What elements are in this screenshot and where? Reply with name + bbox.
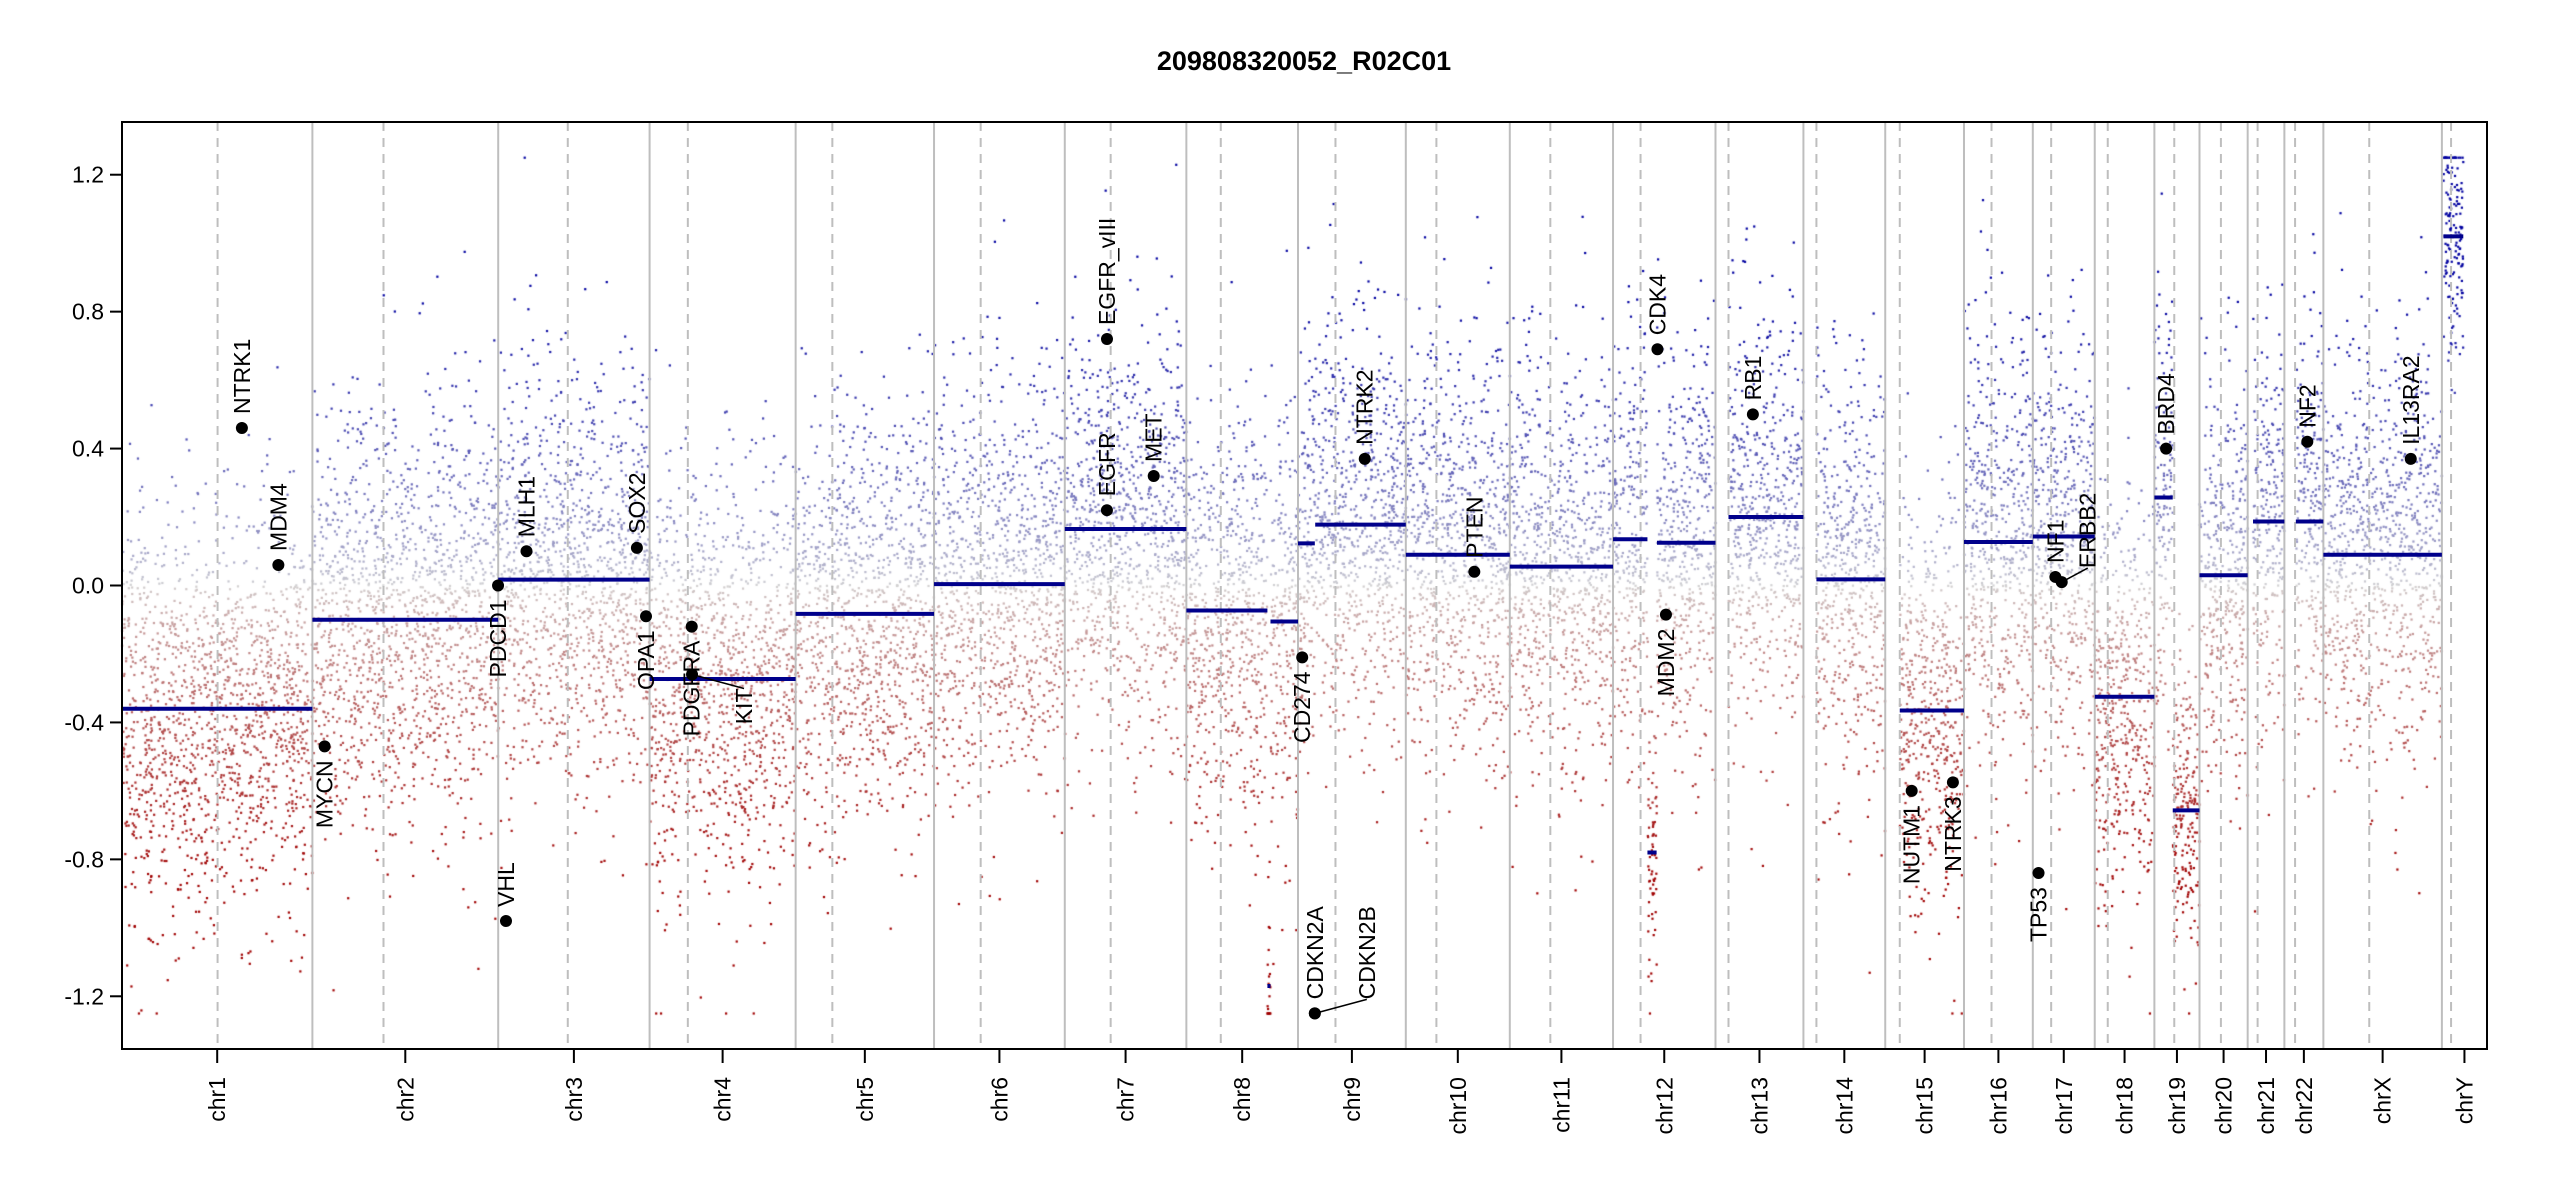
gene-label: NTRK1 [229, 339, 255, 414]
x-tick-label: chr13 [1746, 1077, 1772, 1135]
gene-label: SOX2 [624, 472, 650, 533]
gene-point [1100, 333, 1113, 346]
gene-point [1659, 608, 1672, 621]
x-tick-label: chr10 [1445, 1077, 1471, 1135]
segments [122, 234, 2464, 989]
x-tick-label: chrY [2451, 1077, 2477, 1124]
gene-label: IL13RA2 [2398, 355, 2424, 445]
x-tick-label: chr18 [2112, 1077, 2138, 1135]
x-tick-label: chr4 [710, 1077, 736, 1122]
gene-label: MYCN [312, 760, 338, 828]
gene-point [630, 541, 643, 554]
gene-label: NUTM1 [1899, 805, 1925, 884]
gene-label: EGFR [1094, 432, 1120, 496]
y-tick-label: 1.2 [72, 162, 104, 188]
y-tick-label: 0.4 [72, 436, 104, 462]
x-tick-label: chr21 [2253, 1077, 2279, 1135]
gene-point [272, 558, 285, 571]
gene-label: CDKN2A [1302, 905, 1328, 999]
y-tick-label: -1.2 [64, 983, 104, 1009]
gene-point [1651, 343, 1664, 356]
gene-label: PDCD1 [485, 600, 511, 678]
x-tick-label: chr12 [1651, 1077, 1677, 1135]
x-tick-label: chr1 [204, 1077, 230, 1122]
gene-label: EGFR_vIII [1094, 218, 1120, 325]
gene-label: RB1 [1740, 356, 1766, 401]
gene-label: MDM4 [265, 483, 291, 551]
gene-label: MLH1 [513, 476, 539, 537]
gene-point [640, 610, 653, 623]
gene-point [1147, 469, 1160, 482]
gene-label-leader [2061, 567, 2089, 583]
gene-point [1946, 776, 1959, 789]
axes: 1.2 0.8 0.4 0.0 -0.4 -0.8 -1.2 chr1 chr2 chr3 chr4… [64, 121, 2488, 1135]
gene-point [318, 740, 331, 753]
x-tick-label: chr2 [392, 1077, 418, 1122]
x-tick-label: chr16 [1985, 1077, 2011, 1135]
gene-point [520, 545, 533, 558]
x-tick-label: chr19 [2164, 1077, 2190, 1135]
gene-point [499, 914, 512, 927]
x-tick-label: chr7 [1113, 1077, 1139, 1122]
gene-label: ERBB2 [2075, 493, 2101, 568]
gene-point [1358, 452, 1371, 465]
y-tick-label: -0.8 [64, 846, 104, 872]
gene-point [2160, 442, 2173, 455]
x-tick-label: chr20 [2211, 1077, 2237, 1135]
gene-label: CDK4 [1644, 274, 1670, 336]
chromosome-grid [216, 122, 2453, 1049]
gene-label: VHL [493, 862, 519, 907]
x-tick-label: chr15 [1912, 1077, 1938, 1135]
gene-point [1905, 784, 1918, 797]
gene-label: CD274 [1289, 671, 1315, 743]
gene-markers: NTRK1 MDM4 MYCN PDCD1 VHL MLH1 SOX2 OPA1 PDGFRA K… [229, 218, 2424, 1020]
x-tick-label: chr6 [986, 1077, 1012, 1122]
x-tick-label: chr14 [1831, 1077, 1857, 1135]
gene-label: OPA1 [633, 630, 659, 690]
x-tick-label: chr8 [1229, 1077, 1255, 1122]
gene-label: CDKN2B [1354, 906, 1380, 999]
x-tick-label: chr9 [1339, 1077, 1365, 1122]
y-tick-label: -0.4 [64, 709, 104, 735]
gene-label-leader [1314, 998, 1368, 1015]
gene-label: NTRK3 [1940, 796, 1966, 871]
gene-point [1746, 408, 1759, 421]
gene-point [235, 422, 248, 435]
gene-label-leader [691, 673, 745, 690]
chart-title: 209808320052_R02C01 [1157, 46, 1451, 76]
gene-point [1468, 565, 1481, 578]
x-tick-label: chr22 [2291, 1077, 2317, 1135]
gene-label: NTRK2 [1352, 369, 1378, 444]
gene-label: PDGFRA [679, 640, 705, 737]
gene-label: NF2 [2294, 384, 2320, 427]
gene-label: PTEN [1461, 496, 1487, 557]
x-tick-label: chr11 [1548, 1077, 1574, 1133]
gene-point [1296, 651, 1309, 664]
gene-point [492, 579, 505, 592]
gene-point [1100, 504, 1113, 517]
gene-label: MDM2 [1653, 629, 1679, 697]
gene-label: KIT [731, 689, 757, 725]
x-tick-label: chr3 [561, 1077, 587, 1122]
x-tick-label: chr5 [852, 1077, 878, 1122]
y-tick-label: 0.0 [72, 573, 104, 599]
gene-label: MET [1141, 413, 1167, 462]
x-tick-label: chr17 [2051, 1077, 2077, 1135]
gene-label: NF1 [2042, 519, 2068, 562]
gene-point [685, 620, 698, 633]
x-tick-label: chrX [2370, 1077, 2396, 1124]
gene-point [2032, 867, 2045, 880]
gene-label: TP53 [2026, 887, 2052, 942]
gene-label: BRD4 [2153, 373, 2179, 435]
gene-point [2404, 452, 2417, 465]
y-tick-label: 0.8 [72, 299, 104, 325]
gene-point [2301, 435, 2314, 448]
